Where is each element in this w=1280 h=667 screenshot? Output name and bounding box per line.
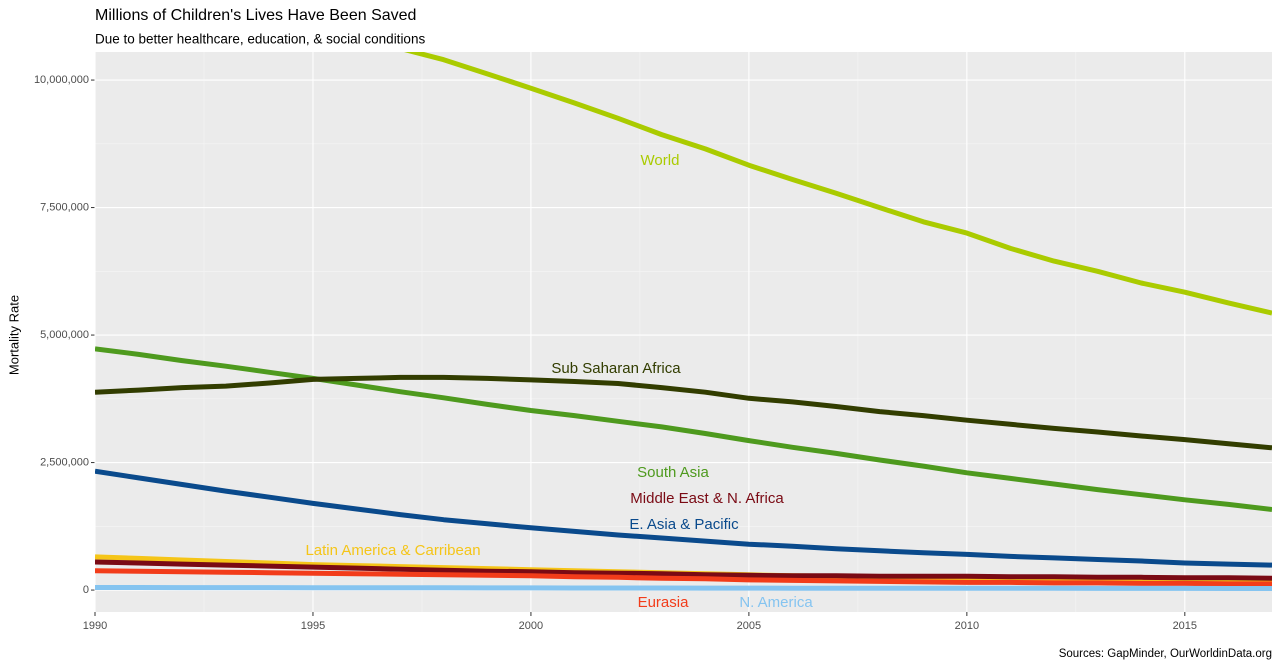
x-tick-label: 2010: [955, 620, 979, 632]
series-line: [95, 585, 1272, 591]
series-label: Sub Saharan Africa: [551, 360, 681, 377]
x-tick-label: 1990: [83, 620, 107, 632]
x-tick-label: 2000: [519, 620, 543, 632]
series-label: Middle East & N. Africa: [630, 490, 784, 507]
caption: Sources: GapMinder, OurWorldinData.org: [1059, 648, 1272, 660]
series-label: Latin America & Carribean: [305, 542, 480, 559]
series-label: E. Asia & Pacific: [629, 516, 739, 533]
series-line: [95, 468, 1272, 568]
x-tick-label: 2015: [1173, 620, 1197, 632]
series-line: [95, 559, 1272, 581]
series-label: South Asia: [637, 464, 709, 481]
y-tick-label: 2,500,000: [40, 456, 89, 468]
series-line: [95, 346, 1272, 512]
series-label: N. America: [739, 594, 813, 611]
x-tick-label: 2005: [737, 620, 761, 632]
y-axis-title: Mortality Rate: [6, 295, 21, 375]
series-label: Eurasia: [638, 594, 690, 611]
x-tick-label: 1995: [301, 620, 325, 632]
series-label: World: [641, 152, 680, 169]
lines: [95, 52, 1272, 591]
labels: Latin America & Carribean Middle East & N…: [305, 152, 813, 611]
series-line: [95, 568, 1272, 587]
series-line: [95, 374, 1272, 451]
y-tick-label: 7,500,000: [40, 201, 89, 213]
chart-title: Millions of Children's Lives Have Been S…: [95, 7, 416, 24]
y-tick-label: 10,000,000: [34, 74, 89, 86]
series-line: [404, 52, 1272, 316]
y-tick-label: 0: [83, 584, 89, 596]
y-tick-label: 5,000,000: [40, 329, 89, 341]
chart-subtitle: Due to better healthcare, education, & s…: [95, 32, 425, 47]
